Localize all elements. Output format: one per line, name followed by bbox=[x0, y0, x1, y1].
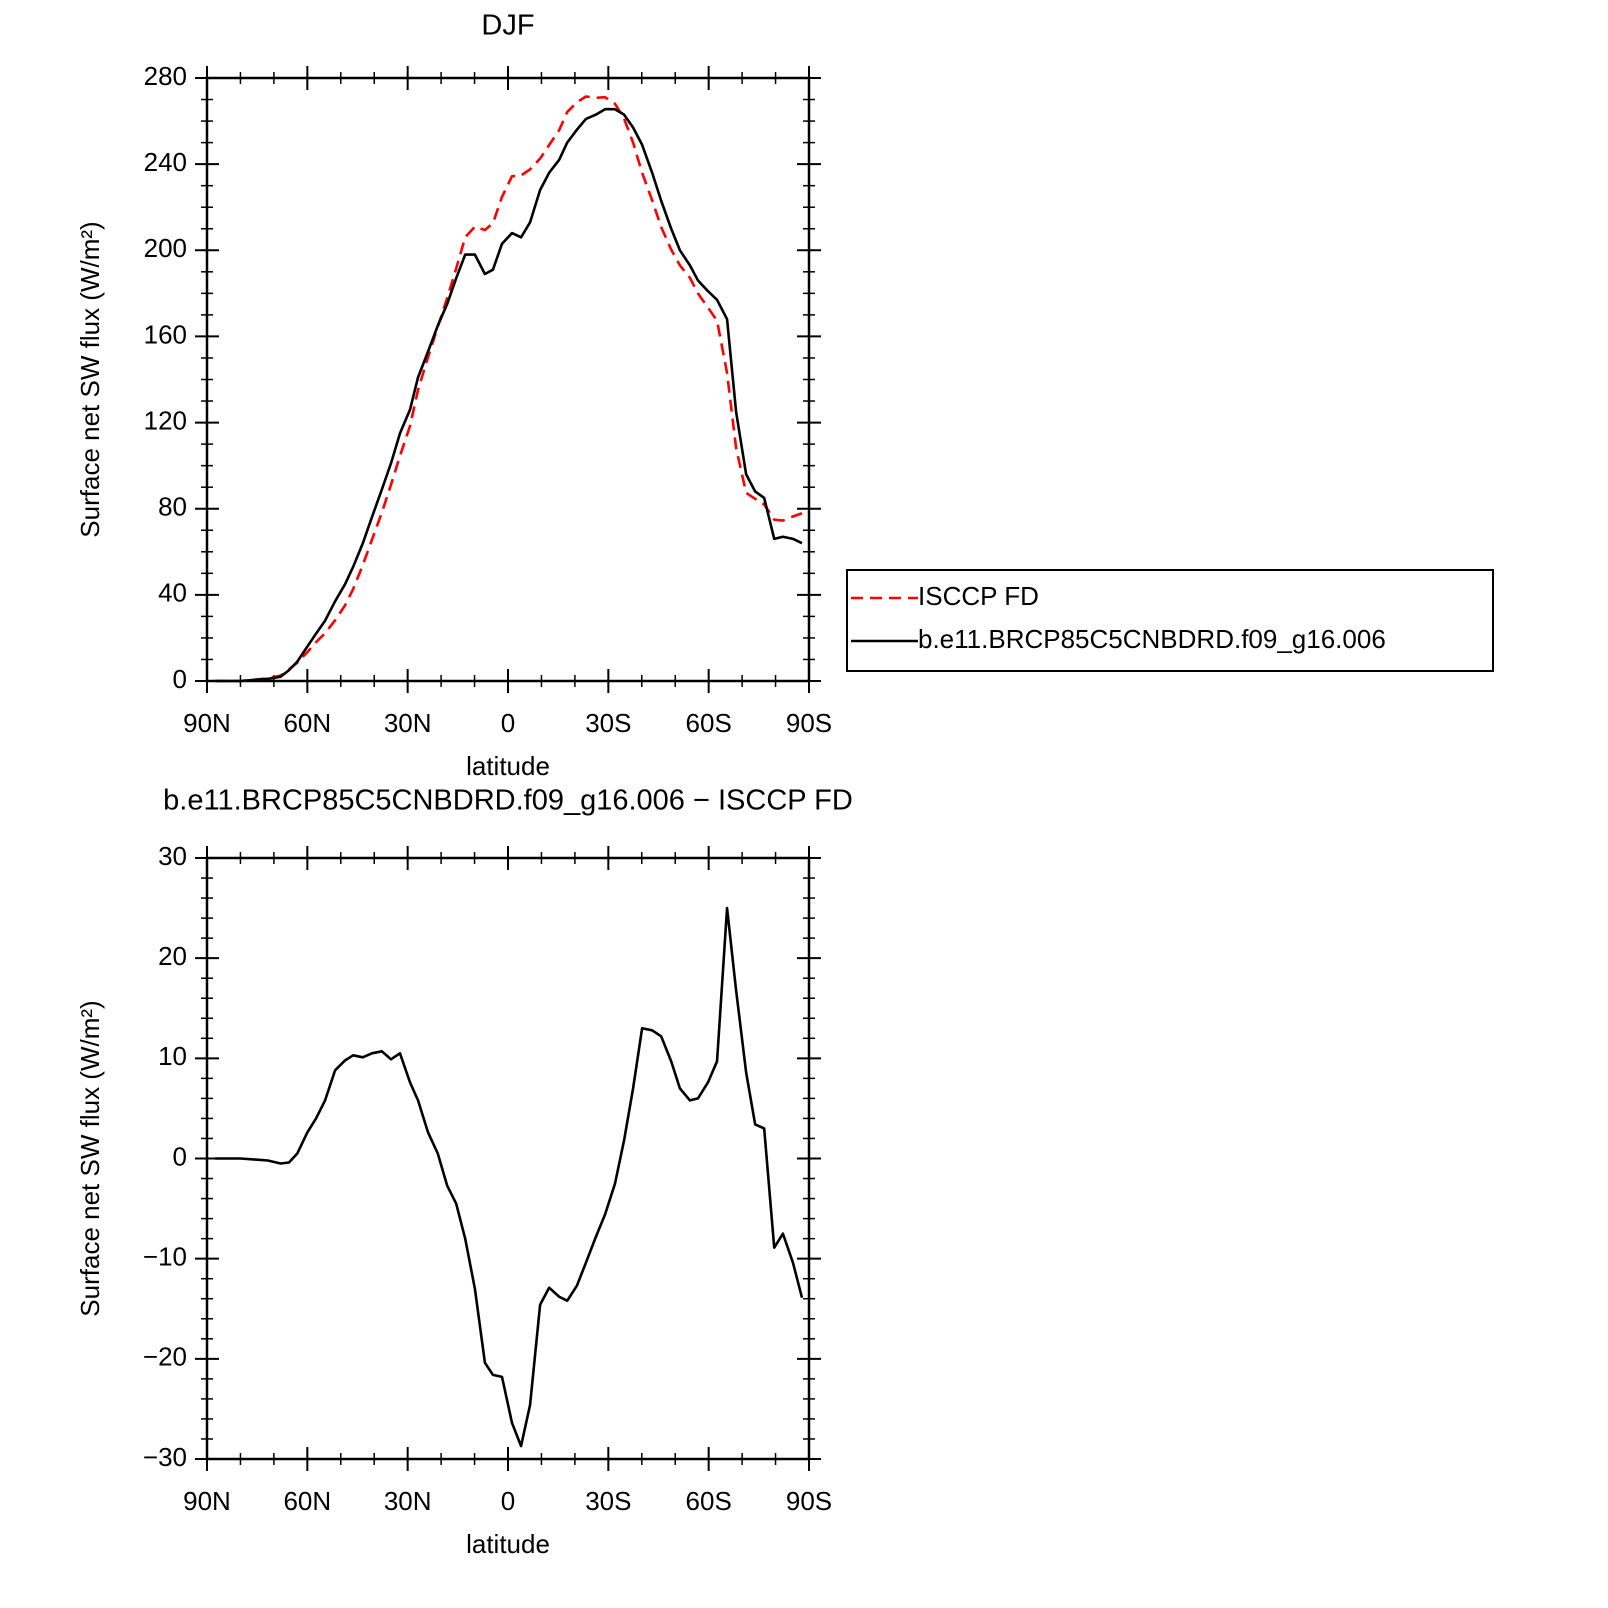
y-tick-label: 120 bbox=[144, 405, 187, 435]
chart-title: DJF bbox=[481, 10, 534, 42]
x-tick-label: 30S bbox=[585, 1486, 631, 1516]
x-axis-label: latitude bbox=[466, 1529, 550, 1559]
legend-box bbox=[846, 569, 1494, 672]
legend-label: ISCCP FD bbox=[918, 581, 1039, 611]
y-tick-label: −30 bbox=[143, 1442, 187, 1472]
x-tick-label: 60S bbox=[686, 1486, 732, 1516]
data-line bbox=[215, 906, 804, 1448]
x-tick-label: 90N bbox=[183, 708, 231, 738]
y-tick-label: 0 bbox=[173, 1141, 187, 1171]
y-tick-label: 80 bbox=[158, 492, 187, 522]
x-tick-label: 60S bbox=[686, 708, 732, 738]
y-tick-label: −20 bbox=[143, 1342, 187, 1372]
x-tick-label: 90S bbox=[786, 708, 832, 738]
plot-frame bbox=[205, 856, 811, 1461]
x-tick-label: 90N bbox=[183, 1486, 231, 1516]
x-tick-label: 30N bbox=[384, 708, 432, 738]
x-axis-label: latitude bbox=[466, 751, 550, 781]
y-tick-label: 280 bbox=[144, 61, 187, 91]
y-tick-label: 0 bbox=[173, 664, 187, 694]
data-line bbox=[215, 95, 803, 683]
x-tick-label: 60N bbox=[283, 1486, 331, 1516]
legend-label: b.e11.BRCP85C5CNBDRD.f09_g16.006 bbox=[918, 624, 1386, 654]
x-tick-label: 0 bbox=[501, 708, 515, 738]
y-tick-label: 20 bbox=[158, 941, 187, 971]
y-axis-label: Surface net SW flux (W/m²) bbox=[75, 1000, 105, 1316]
y-tick-label: 200 bbox=[144, 233, 187, 263]
x-tick-label: 30S bbox=[585, 708, 631, 738]
y-tick-label: 40 bbox=[158, 578, 187, 608]
x-tick-label: 0 bbox=[501, 1486, 515, 1516]
y-tick-label: −10 bbox=[143, 1242, 187, 1272]
y-tick-label: 30 bbox=[158, 841, 187, 871]
data-line bbox=[215, 107, 803, 683]
y-tick-label: 240 bbox=[144, 147, 187, 177]
chart-title: b.e11.BRCP85C5CNBDRD.f09_g16.006 − ISCCP… bbox=[163, 785, 853, 817]
x-tick-label: 90S bbox=[786, 1486, 832, 1516]
x-tick-label: 30N bbox=[384, 1486, 432, 1516]
y-tick-label: 10 bbox=[158, 1041, 187, 1071]
y-tick-label: 160 bbox=[144, 319, 187, 349]
y-axis-label: Surface net SW flux (W/m²) bbox=[75, 221, 105, 537]
x-tick-label: 60N bbox=[283, 708, 331, 738]
plot-frame bbox=[205, 76, 811, 683]
